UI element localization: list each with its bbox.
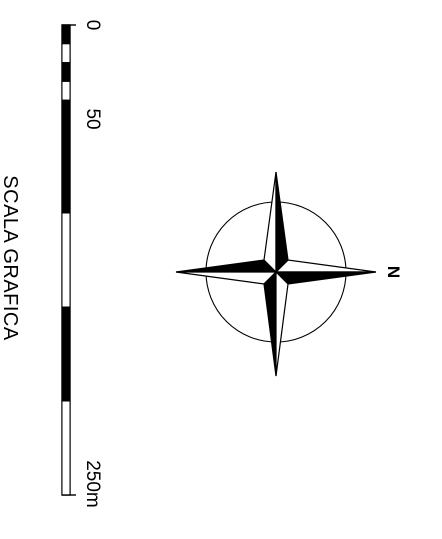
compass-down-arm-black xyxy=(263,270,277,377)
compass-up-arm-black xyxy=(275,171,289,274)
scale-segment-white xyxy=(61,212,71,308)
scale-segment-white xyxy=(61,400,71,496)
scale-segment-black xyxy=(61,118,71,214)
scale-segment-black xyxy=(61,99,71,120)
scale-bar: 0 50 250m SCALA GRAFICA xyxy=(0,20,103,508)
scale-tick-label-0: 0 xyxy=(82,20,103,31)
compass-south-arm-black xyxy=(175,259,278,273)
scale-bar-segments xyxy=(61,24,71,496)
compass-north-label: N xyxy=(384,266,403,278)
compass-north-arm-black xyxy=(274,271,377,285)
scale-tick-label-50: 50 xyxy=(82,108,103,129)
compass-up-arm-white xyxy=(263,171,277,274)
scale-segment-black xyxy=(61,306,71,402)
scale-segment-white xyxy=(61,80,71,101)
scale-segment-black xyxy=(61,24,71,45)
scale-segment-white xyxy=(61,43,71,64)
compass-north-arm-white xyxy=(274,259,377,273)
compass-rose: N xyxy=(175,171,403,377)
scale-tick-label-250: 250m xyxy=(82,460,103,508)
compass-down-arm-white xyxy=(275,270,289,377)
compass-south-arm-white xyxy=(175,271,278,285)
scale-segment-black xyxy=(61,62,71,82)
scale-title: SCALA GRAFICA xyxy=(0,175,21,341)
